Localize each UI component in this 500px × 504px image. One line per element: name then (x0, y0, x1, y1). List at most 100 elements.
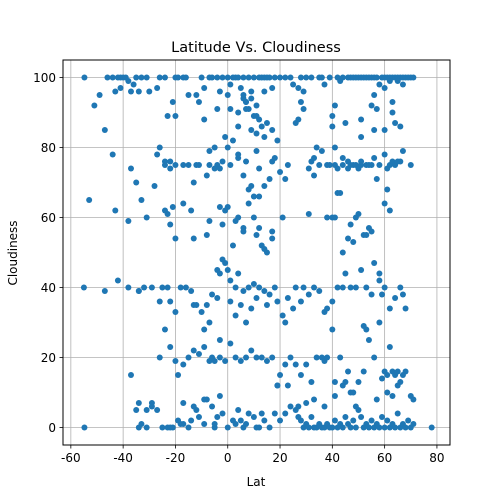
data-point (381, 424, 388, 431)
data-point (263, 120, 270, 126)
data-point (284, 295, 291, 301)
data-point (305, 424, 312, 431)
data-point (360, 368, 367, 375)
data-point (274, 137, 281, 144)
x-tick-label: 60 (377, 451, 392, 465)
data-point (316, 288, 323, 294)
data-point (222, 207, 229, 214)
data-point (352, 424, 359, 431)
data-point (311, 284, 318, 291)
data-point (379, 375, 386, 382)
data-point (211, 421, 218, 427)
data-point (224, 144, 231, 151)
data-point (261, 183, 268, 189)
data-point (229, 137, 236, 144)
data-point (138, 421, 145, 427)
data-point (167, 221, 174, 228)
data-point (198, 74, 205, 81)
data-point (201, 326, 208, 333)
data-point (282, 176, 289, 182)
data-point (384, 186, 391, 193)
data-point (277, 74, 284, 81)
data-point (161, 74, 168, 81)
data-point (358, 267, 365, 273)
data-point (211, 358, 218, 364)
data-point (389, 393, 396, 399)
data-point (203, 232, 210, 238)
data-point (339, 424, 346, 431)
data-point (331, 379, 338, 385)
data-point (274, 382, 281, 389)
data-point (269, 354, 276, 361)
data-point (331, 393, 338, 399)
data-point (135, 400, 142, 406)
data-point (371, 260, 378, 266)
data-point (222, 134, 229, 140)
data-point (300, 88, 307, 95)
data-point (282, 410, 289, 417)
data-point (143, 74, 150, 81)
data-point (167, 424, 174, 431)
data-point (240, 92, 247, 98)
data-point (308, 414, 315, 420)
data-point (303, 400, 310, 406)
data-point (300, 106, 307, 112)
data-point (397, 284, 404, 291)
data-point (381, 85, 388, 91)
x-axis-label: Lat (247, 475, 266, 489)
data-point (376, 277, 383, 284)
data-point (381, 284, 388, 291)
data-point (358, 134, 365, 140)
data-point (258, 123, 265, 130)
data-point (402, 305, 409, 312)
data-point (363, 284, 370, 291)
data-point (261, 417, 268, 424)
data-point (169, 99, 176, 105)
data-point (290, 81, 297, 88)
data-point (345, 368, 352, 375)
data-point (287, 354, 294, 361)
data-point (253, 424, 260, 431)
data-point (386, 207, 393, 214)
y-tick-label: 80 (41, 141, 56, 155)
data-point (216, 337, 223, 343)
data-point (195, 414, 202, 420)
y-tick-label: 40 (41, 281, 56, 295)
data-point (318, 74, 325, 81)
data-point (235, 407, 242, 413)
data-point (180, 400, 187, 406)
data-point (248, 305, 255, 312)
data-point (227, 162, 234, 168)
data-point (235, 151, 242, 158)
data-point (261, 88, 268, 95)
data-point (337, 190, 344, 196)
data-point (263, 358, 270, 364)
data-point (313, 144, 320, 151)
x-tick-label: -40 (113, 451, 133, 465)
data-point (245, 284, 252, 291)
data-point (206, 319, 213, 326)
data-point (342, 379, 349, 385)
data-point (347, 221, 354, 228)
data-point (287, 74, 294, 81)
data-point (303, 361, 310, 368)
data-point (222, 358, 229, 364)
data-point (263, 302, 270, 308)
data-point (295, 403, 302, 410)
data-point (135, 288, 142, 294)
data-point (271, 155, 278, 161)
data-point (394, 158, 401, 165)
data-point (324, 354, 331, 361)
data-point (154, 151, 161, 158)
data-point (164, 113, 171, 119)
data-point (371, 127, 378, 133)
data-point (305, 165, 312, 172)
x-tick-label: -60 (61, 451, 81, 465)
data-point (428, 424, 435, 431)
data-point (381, 200, 388, 207)
data-point (235, 109, 242, 116)
data-point (201, 116, 208, 123)
data-point (379, 291, 386, 298)
data-point (256, 225, 263, 231)
